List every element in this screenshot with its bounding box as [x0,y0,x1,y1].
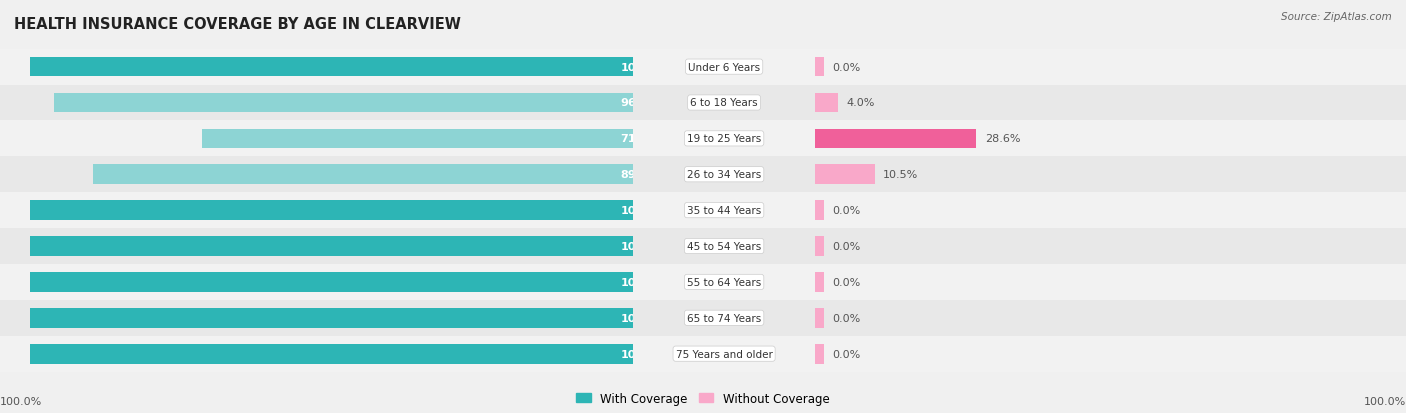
Bar [0,193,633,228]
Text: 100.0%: 100.0% [0,396,42,406]
Text: 55 to 64 Years: 55 to 64 Years [688,277,761,287]
Bar [202,129,633,149]
Bar [815,308,824,328]
Bar [0,336,633,372]
Bar [815,57,824,77]
Bar [0,85,633,121]
Bar [30,201,633,221]
Text: 6 to 18 Years: 6 to 18 Years [690,98,758,108]
Text: 100.0%: 100.0% [620,206,666,216]
Text: 65 to 74 Years: 65 to 74 Years [688,313,761,323]
Text: 0.0%: 0.0% [832,277,860,287]
Bar [30,344,633,364]
Bar [633,300,815,336]
Text: 71.4%: 71.4% [620,134,659,144]
Text: 100.0%: 100.0% [620,277,666,287]
Legend: With Coverage, Without Coverage: With Coverage, Without Coverage [574,389,832,407]
Text: 28.6%: 28.6% [984,134,1021,144]
Text: 96.0%: 96.0% [620,98,659,108]
Bar [633,85,815,121]
Text: 35 to 44 Years: 35 to 44 Years [688,206,761,216]
Bar [633,336,815,372]
Bar [0,264,633,300]
Bar [30,273,633,292]
Bar [633,50,815,85]
Text: 26 to 34 Years: 26 to 34 Years [688,170,761,180]
Bar [815,237,824,256]
Bar [633,121,815,157]
Text: 100.0%: 100.0% [1364,396,1406,406]
Bar [633,157,815,193]
Text: 19 to 25 Years: 19 to 25 Years [688,134,761,144]
Text: 89.5%: 89.5% [620,170,659,180]
Bar [815,264,1406,300]
Text: 100.0%: 100.0% [620,242,666,252]
Text: 10.5%: 10.5% [883,170,918,180]
Bar [30,237,633,256]
Bar [0,121,633,157]
Bar [815,85,1406,121]
Bar [0,228,633,264]
Bar [815,121,1406,157]
Bar [815,201,824,221]
Bar [815,165,875,185]
Bar [55,93,633,113]
Bar [815,50,1406,85]
Bar [815,193,1406,228]
Text: 0.0%: 0.0% [832,313,860,323]
Text: 100.0%: 100.0% [620,62,666,72]
Bar [815,129,976,149]
Bar [633,193,815,228]
Bar [815,300,1406,336]
Bar [815,336,1406,372]
Bar [0,50,633,85]
Bar [30,57,633,77]
Text: Under 6 Years: Under 6 Years [688,62,761,72]
Bar [30,308,633,328]
Bar [0,157,633,193]
Bar [815,157,1406,193]
Text: 75 Years and older: 75 Years and older [676,349,772,359]
Bar [0,300,633,336]
Text: 45 to 54 Years: 45 to 54 Years [688,242,761,252]
Bar [633,228,815,264]
Text: 100.0%: 100.0% [620,349,666,359]
Bar [815,344,824,364]
Text: 4.0%: 4.0% [846,98,875,108]
Bar [815,273,824,292]
Text: 0.0%: 0.0% [832,349,860,359]
Bar [815,228,1406,264]
Text: Source: ZipAtlas.com: Source: ZipAtlas.com [1281,12,1392,22]
Text: 0.0%: 0.0% [832,206,860,216]
Bar [633,264,815,300]
Text: 0.0%: 0.0% [832,242,860,252]
Text: 0.0%: 0.0% [832,62,860,72]
Bar [93,165,633,185]
Bar [815,93,838,113]
Text: 100.0%: 100.0% [620,313,666,323]
Text: HEALTH INSURANCE COVERAGE BY AGE IN CLEARVIEW: HEALTH INSURANCE COVERAGE BY AGE IN CLEA… [14,17,461,31]
